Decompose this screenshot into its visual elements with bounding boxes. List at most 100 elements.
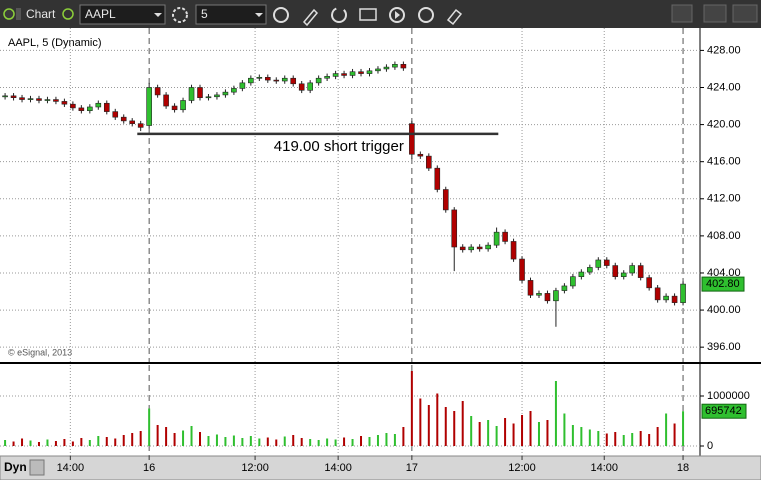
interval[interactable]: 5 xyxy=(201,7,208,21)
link-indicator[interactable] xyxy=(3,8,15,20)
chart-background xyxy=(0,28,761,456)
time-icon[interactable] xyxy=(273,7,289,23)
candle-body xyxy=(248,77,254,84)
y-tick-label: 424.00 xyxy=(707,81,741,93)
volume-bar xyxy=(156,425,159,446)
volume-bar xyxy=(173,433,176,446)
candle-body xyxy=(527,280,534,296)
candle-body xyxy=(629,265,636,274)
annotation: 419.00 short trigger xyxy=(274,138,404,155)
candle-body xyxy=(375,68,381,72)
candle-body xyxy=(36,98,42,101)
candle-body xyxy=(553,290,559,302)
volume-bar xyxy=(622,435,625,446)
candle-body xyxy=(637,265,644,278)
candle-body xyxy=(570,276,576,287)
settings-icon[interactable] xyxy=(172,7,188,23)
play-glyph[interactable] xyxy=(395,11,400,19)
play-icon[interactable] xyxy=(389,7,405,23)
dropdown-arrow[interactable] xyxy=(255,13,263,17)
calc-icon[interactable] xyxy=(359,8,377,21)
candle-body xyxy=(663,295,669,301)
grip xyxy=(16,8,21,20)
candle-body xyxy=(171,105,178,111)
candle-body xyxy=(197,87,203,98)
volume-bar xyxy=(63,439,66,446)
volume-bar xyxy=(165,427,168,446)
candle-body xyxy=(561,285,568,291)
volume-bar xyxy=(444,407,447,446)
volume-bar xyxy=(376,435,379,446)
y-tick-label: 0 xyxy=(707,440,713,452)
volume-bar xyxy=(29,440,32,446)
volume-bar xyxy=(571,425,574,446)
volume-bar xyxy=(410,371,413,446)
mode-label[interactable]: Dyn xyxy=(4,460,27,474)
symbol[interactable]: AAPL xyxy=(85,7,116,21)
last-price-box xyxy=(701,276,745,292)
candle-body xyxy=(358,71,364,74)
candle-body xyxy=(671,295,678,303)
close-button[interactable] xyxy=(732,4,758,23)
candle-body xyxy=(154,87,161,96)
candle-body xyxy=(409,123,415,155)
candle-body xyxy=(298,83,305,91)
link-button[interactable] xyxy=(62,8,74,20)
volume-bar xyxy=(258,438,261,446)
x-tick-label: 14:00 xyxy=(324,462,352,474)
interval-box[interactable] xyxy=(195,4,267,25)
candle-body xyxy=(103,102,110,112)
volume-bar xyxy=(453,411,456,446)
volume-bar xyxy=(597,431,600,446)
volume-bar xyxy=(241,438,244,446)
candle-body xyxy=(544,293,551,302)
candle-body xyxy=(2,95,8,98)
candle-body xyxy=(281,77,288,82)
draw-icon[interactable] xyxy=(302,8,319,27)
candle-body xyxy=(595,259,602,268)
candle-body xyxy=(27,98,34,100)
y-tick-label: 396.00 xyxy=(707,341,741,353)
mode-icon[interactable] xyxy=(29,459,45,476)
volume-bar xyxy=(249,436,252,446)
tag-icon[interactable] xyxy=(446,8,463,26)
candle-body xyxy=(239,82,246,89)
volume-bar xyxy=(139,431,142,446)
candle-body xyxy=(654,287,661,301)
symbol-box[interactable] xyxy=(79,4,166,25)
volume-bar xyxy=(419,398,422,446)
window-button[interactable] xyxy=(671,4,693,23)
candle-body xyxy=(468,246,474,251)
maximize-button[interactable] xyxy=(703,4,727,23)
volume-bar xyxy=(470,416,473,446)
y-tick-label: 404.00 xyxy=(707,267,741,279)
candle-body xyxy=(315,77,322,84)
volume-bar xyxy=(478,422,481,446)
y-tick-label: 420.00 xyxy=(707,118,741,130)
volume-bar xyxy=(97,436,100,446)
volume-bar xyxy=(317,440,320,446)
volume-bar xyxy=(504,418,507,446)
candle-body xyxy=(205,96,212,99)
alert-icon[interactable] xyxy=(418,7,434,23)
volume-bar xyxy=(71,441,74,446)
candle-body xyxy=(290,77,297,85)
y-tick-label: 400.00 xyxy=(707,304,741,316)
volume-bar xyxy=(326,438,329,446)
candle-body xyxy=(510,241,517,260)
refresh-icon[interactable] xyxy=(331,7,347,23)
volume-bar xyxy=(580,427,583,446)
dropdown-arrow[interactable] xyxy=(154,13,162,17)
candle-body xyxy=(163,94,169,107)
candle-body xyxy=(10,95,17,98)
candle-body xyxy=(442,189,449,211)
x-tick-label: 14:00 xyxy=(590,462,618,474)
volume-bar xyxy=(283,436,286,446)
last-price-label: 402.80 xyxy=(706,278,740,290)
volume-bar xyxy=(275,439,278,446)
candle-body xyxy=(231,88,237,93)
volume-bar xyxy=(639,431,642,446)
candle-body xyxy=(146,87,152,126)
volume-bar xyxy=(588,429,591,446)
